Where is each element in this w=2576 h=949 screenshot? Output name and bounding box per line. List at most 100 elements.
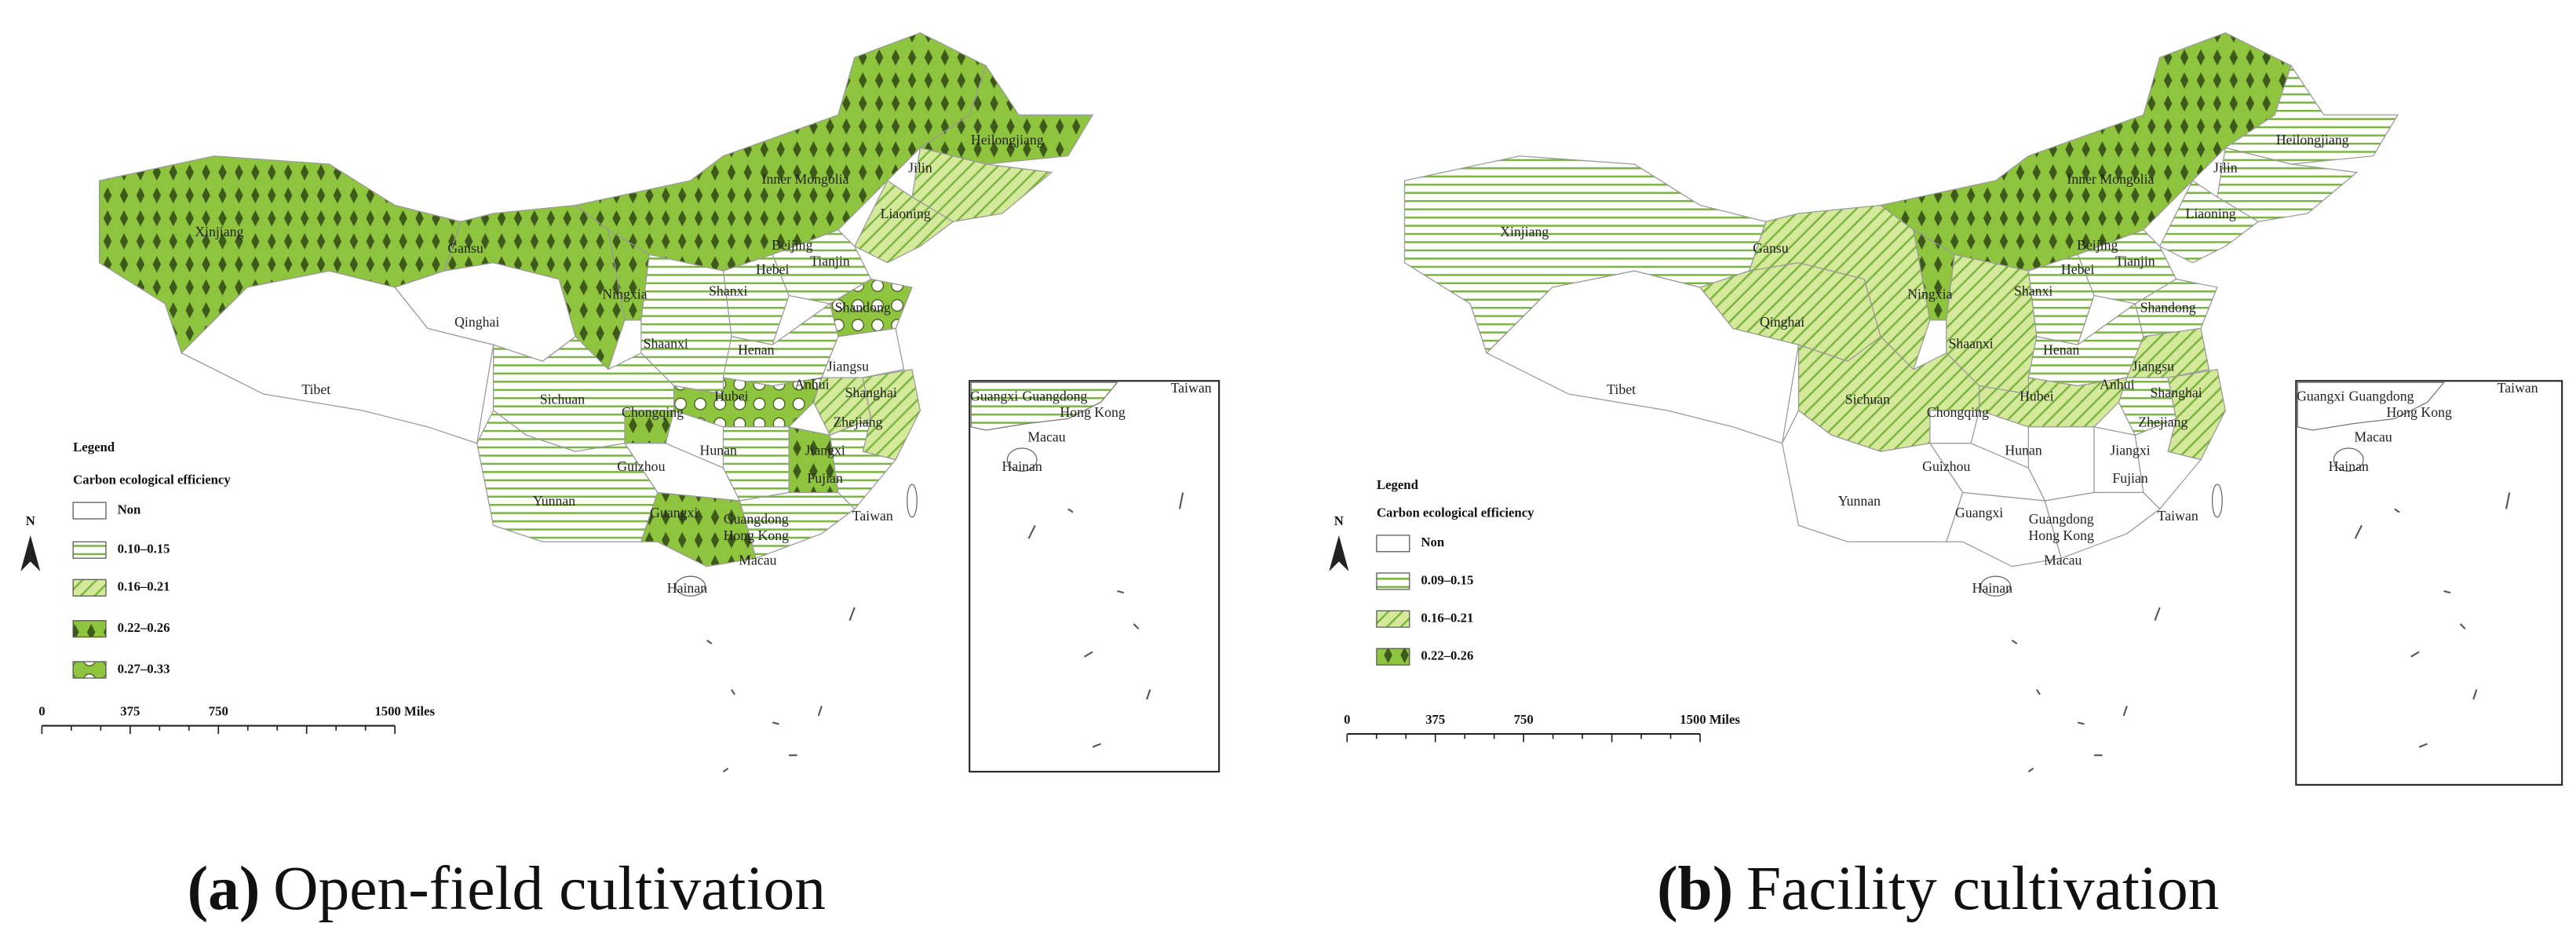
province-label: Sichuan <box>540 391 585 407</box>
inset-islands <box>2354 492 2511 748</box>
inset-island <box>1006 447 1038 472</box>
province-label: Shandong <box>2140 299 2196 315</box>
province <box>2224 64 2399 165</box>
province-label: Shaanxi <box>644 335 688 351</box>
inset-label: Hainan <box>2329 458 2369 474</box>
legend-swatch <box>1376 610 1410 628</box>
province-label: Zhejiang <box>2138 414 2187 430</box>
province-label: Guangxi <box>1955 505 2003 520</box>
province-label: Heilongjiang <box>2276 132 2349 148</box>
legend-swatch <box>72 579 107 597</box>
province-label: Shaanxi <box>1949 335 1994 351</box>
province-label: Gansu <box>1753 240 1789 256</box>
province-label: Hainan <box>1972 580 2012 596</box>
inset-land <box>2297 381 2445 431</box>
province-label: Hubei <box>714 388 748 403</box>
province-label: Hunan <box>2005 442 2041 458</box>
scale-label: 0 <box>1344 712 1350 727</box>
scale-label: 1500 Miles <box>374 704 435 719</box>
province-label: Hubei <box>2020 388 2053 403</box>
sea-islands <box>2011 607 2161 772</box>
province-label: Anhui <box>2100 377 2134 392</box>
inset-label: Taiwan <box>1171 380 1212 396</box>
province-label: Beijing <box>772 237 812 253</box>
province-label: Zhejiang <box>833 414 882 430</box>
inset-label: Taiwan <box>2498 380 2538 396</box>
province-label: Inner Mongolia <box>2067 171 2154 187</box>
province-label: Qinghai <box>454 314 499 330</box>
north-label: N <box>1334 513 1344 528</box>
inset-label: Macau <box>2354 429 2392 445</box>
inset-label: Guangdong <box>1023 388 1088 403</box>
inset-label: Macau <box>1027 429 1065 445</box>
legend-label: 0.10–0.15 <box>118 542 170 557</box>
province-label: Shandong <box>835 299 891 315</box>
legend-swatch <box>1376 535 1410 553</box>
scale-bar: 0 375 750 1500 Miles <box>1344 712 1740 743</box>
province-label: Macau <box>739 552 776 568</box>
province-label: Shanghai <box>2151 385 2202 400</box>
province-label: Hunan <box>699 442 736 458</box>
province-label: Yunnan <box>1838 493 1881 509</box>
province-label: Hebei <box>756 261 789 277</box>
scale-label: 0 <box>38 704 45 719</box>
province-label: Henan <box>2043 342 2079 358</box>
province-label: Liaoning <box>881 206 931 221</box>
province <box>821 327 905 378</box>
province-label: Fujian <box>2112 470 2148 486</box>
province-label: Sichuan <box>1845 391 1890 407</box>
legend-swatch <box>72 541 107 559</box>
province-label: Guangdong <box>724 511 789 527</box>
province-label: Hebei <box>2061 261 2094 277</box>
province-label: Shanxi <box>2014 283 2052 298</box>
caption-label: (b) <box>1657 854 1733 923</box>
inset-label: Hainan <box>1002 458 1042 474</box>
province-label: Ningxia <box>602 287 647 302</box>
map-panel: Xinjiang Gansu Qinghai Tibet Inner Mongolia H… <box>98 32 1094 772</box>
province-label: Guangxi <box>650 505 698 520</box>
province-label: Inner Mongolia <box>762 171 849 187</box>
province-label: Shanghai <box>845 385 897 400</box>
legend-label: 0.22–0.26 <box>118 620 170 635</box>
province-label: Jilin <box>2213 160 2238 176</box>
north-arrow <box>1329 535 1349 571</box>
legend-swatch <box>72 661 107 679</box>
legend-label: Non <box>118 502 141 516</box>
province-label: Taiwan <box>2158 508 2198 524</box>
island <box>1980 575 2011 597</box>
legend-swatch <box>1376 648 1410 666</box>
island <box>675 575 706 597</box>
province <box>1978 377 2128 428</box>
province-label: Gansu <box>447 240 483 256</box>
province-label: Tibet <box>301 381 330 397</box>
province-label: Macau <box>2044 552 2082 568</box>
legend-subtitle: Carbon ecological efficiency <box>73 473 231 487</box>
inset-label: Guangdong <box>2349 388 2414 403</box>
scale-label: 750 <box>1514 712 1534 727</box>
province-label: Taiwan <box>852 508 893 524</box>
province-label: Chongqing <box>622 404 684 420</box>
legend: Legend Carbon ecological efficiency Non 0.0… <box>1376 477 1534 666</box>
north-arrow <box>20 535 41 571</box>
scale-label: 375 <box>120 704 140 719</box>
inset-label: Hong Kong <box>2386 404 2452 420</box>
caption-label: (a) <box>188 854 261 923</box>
legend-swatch <box>1376 572 1410 590</box>
legend: Legend Carbon ecological efficiency Non 0.1… <box>72 440 231 679</box>
province-label: Tianjin <box>2115 254 2155 269</box>
province-label: Jilin <box>908 160 932 176</box>
inset-land <box>970 381 1118 431</box>
province-label: Hong Kong <box>724 527 790 543</box>
caption: (a) Open-field cultivation <box>188 854 826 923</box>
inset-label: Guangxi <box>970 388 1018 403</box>
island <box>907 484 918 518</box>
scale-bar: 0 375 750 1500 Miles <box>38 704 435 734</box>
province <box>673 377 823 428</box>
scale-label: 1500 Miles <box>1680 712 1740 727</box>
legend-label: 0.22–0.26 <box>1421 648 1473 663</box>
scale-label: 375 <box>1425 712 1445 727</box>
caption: (b) Facility cultivation <box>1657 854 2219 923</box>
